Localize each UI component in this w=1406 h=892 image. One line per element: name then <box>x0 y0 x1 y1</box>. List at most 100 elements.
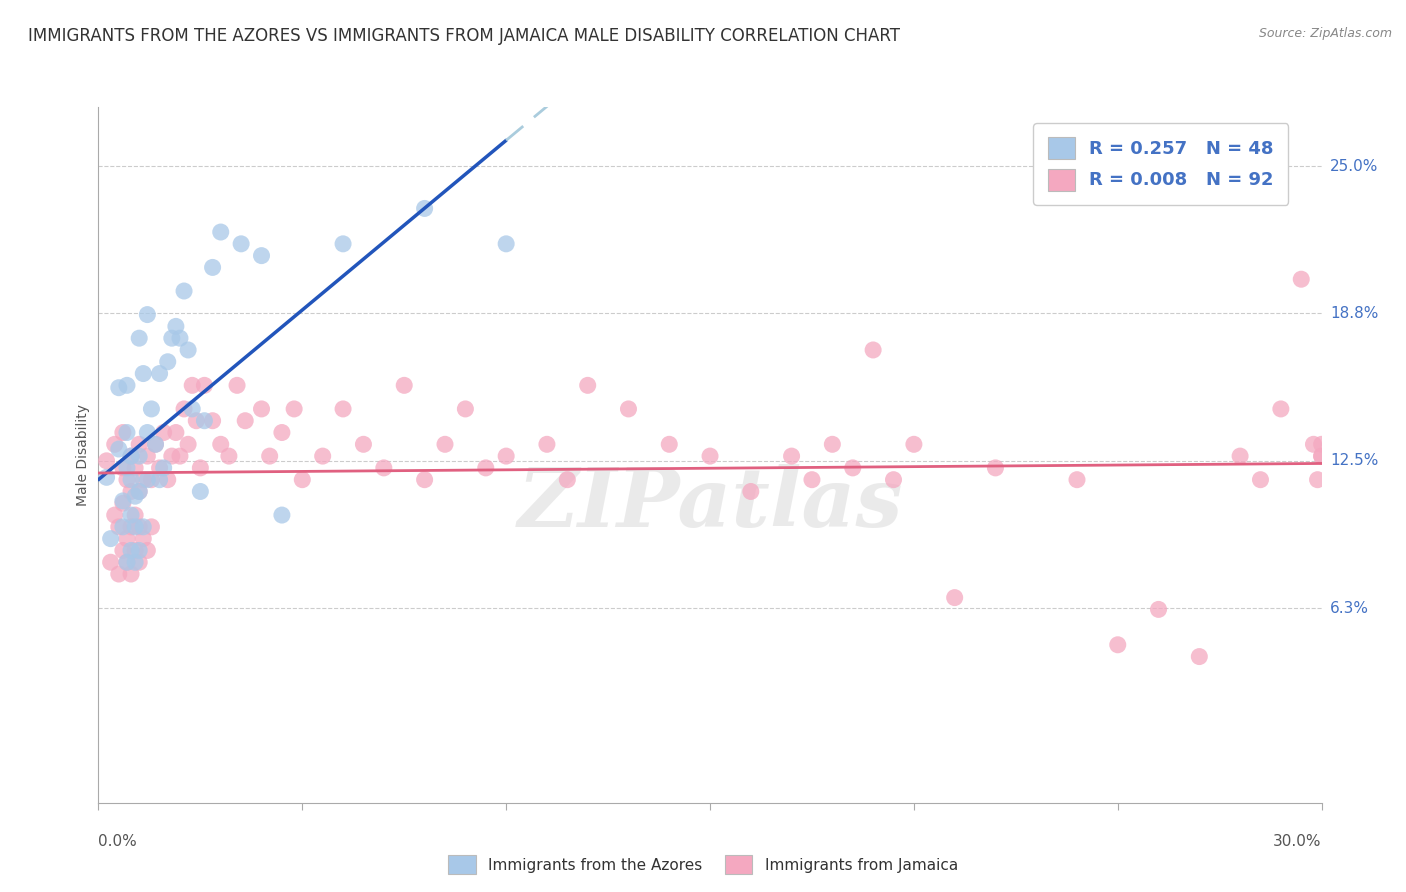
Point <box>495 449 517 463</box>
Point <box>104 437 127 451</box>
Point <box>124 520 146 534</box>
Point <box>132 520 155 534</box>
Point <box>136 473 159 487</box>
Point <box>617 401 640 416</box>
Point <box>984 461 1007 475</box>
Point <box>165 319 187 334</box>
Point <box>188 461 212 475</box>
Text: 25.0%: 25.0% <box>1330 159 1378 174</box>
Point <box>413 202 436 216</box>
Point <box>201 260 224 275</box>
Text: 0.0%: 0.0% <box>98 834 138 849</box>
Point <box>801 473 824 487</box>
Point <box>120 449 142 463</box>
Point <box>1107 638 1129 652</box>
Point <box>128 437 150 451</box>
Point <box>124 489 146 503</box>
Point <box>128 484 150 499</box>
Point <box>152 425 174 440</box>
Point <box>181 401 204 416</box>
Point <box>124 555 146 569</box>
Point <box>111 520 134 534</box>
Point <box>1147 602 1170 616</box>
Point <box>100 532 122 546</box>
Point <box>152 461 174 475</box>
Point <box>821 437 844 451</box>
Point <box>1270 401 1292 416</box>
Point <box>352 437 374 451</box>
Point <box>658 437 681 451</box>
Point <box>128 555 150 569</box>
Point <box>132 532 155 546</box>
Point <box>173 401 195 416</box>
Point <box>231 236 253 251</box>
Point <box>115 555 138 569</box>
Point <box>1306 473 1329 487</box>
Point <box>332 401 354 416</box>
Legend: R = 0.257   N = 48, R = 0.008   N = 92: R = 0.257 N = 48, R = 0.008 N = 92 <box>1033 123 1288 205</box>
Point <box>132 367 155 381</box>
Point <box>1291 272 1313 286</box>
Point <box>181 378 204 392</box>
Point <box>160 449 183 463</box>
Text: 12.5%: 12.5% <box>1330 453 1378 468</box>
Point <box>1310 437 1333 451</box>
Point <box>115 473 138 487</box>
Point <box>270 425 294 440</box>
Point <box>111 494 134 508</box>
Point <box>903 437 925 451</box>
Text: Source: ZipAtlas.com: Source: ZipAtlas.com <box>1258 27 1392 40</box>
Point <box>108 442 131 456</box>
Point <box>145 437 167 451</box>
Point <box>173 284 195 298</box>
Point <box>250 249 273 263</box>
Point <box>862 343 884 357</box>
Point <box>136 449 159 463</box>
Point <box>108 567 131 582</box>
Point <box>124 508 146 522</box>
Point <box>699 449 721 463</box>
Point <box>124 543 146 558</box>
Point <box>136 308 159 322</box>
Point <box>1229 449 1251 463</box>
Point <box>136 543 159 558</box>
Point <box>259 449 281 463</box>
Point <box>283 401 305 416</box>
Point <box>209 437 232 451</box>
Point <box>141 401 163 416</box>
Point <box>120 508 142 522</box>
Point <box>536 437 558 451</box>
Point <box>120 484 142 499</box>
Point <box>96 454 118 468</box>
Point <box>169 331 191 345</box>
Point <box>132 473 155 487</box>
Point <box>226 378 249 392</box>
Point <box>96 470 118 484</box>
Point <box>115 555 138 569</box>
Point <box>111 543 134 558</box>
Point <box>149 473 172 487</box>
Point <box>128 484 150 499</box>
Point <box>841 461 863 475</box>
Point <box>149 461 172 475</box>
Point <box>128 543 150 558</box>
Point <box>141 473 163 487</box>
Point <box>111 461 134 475</box>
Point <box>250 401 273 416</box>
Point <box>120 473 142 487</box>
Point <box>1302 437 1324 451</box>
Point <box>1188 649 1211 664</box>
Point <box>128 520 150 534</box>
Point <box>186 414 208 428</box>
Point <box>120 543 142 558</box>
Text: 30.0%: 30.0% <box>1274 834 1322 849</box>
Point <box>111 425 134 440</box>
Point <box>193 378 215 392</box>
Point <box>128 331 150 345</box>
Point <box>160 331 183 345</box>
Text: 18.8%: 18.8% <box>1330 306 1378 321</box>
Point <box>332 236 354 251</box>
Legend: Immigrants from the Azores, Immigrants from Jamaica: Immigrants from the Azores, Immigrants f… <box>441 849 965 880</box>
Point <box>156 355 179 369</box>
Point <box>111 496 134 510</box>
